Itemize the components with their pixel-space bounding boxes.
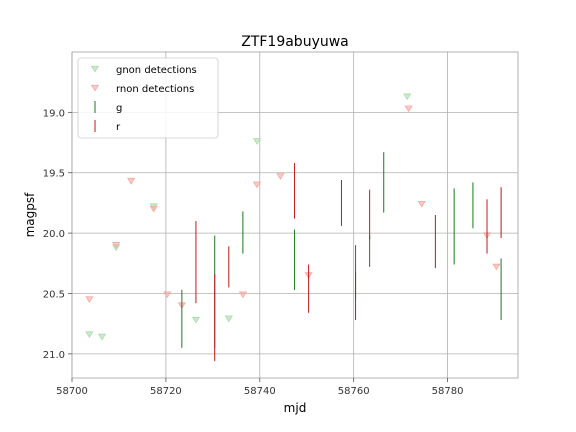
legend-label: rnon detections bbox=[116, 84, 194, 95]
legend-label: gnon detections bbox=[116, 65, 197, 76]
rnon-nondetection-marker bbox=[417, 200, 426, 208]
legend-label: r bbox=[116, 122, 121, 133]
x-axis-label: mjd bbox=[284, 401, 307, 415]
y-tick-label: 19.0 bbox=[43, 108, 65, 119]
legend-rnon-marker bbox=[90, 84, 100, 92]
rnon-nondetection-marker bbox=[492, 263, 501, 271]
rnon-nondetection-marker bbox=[127, 178, 136, 185]
y-axis-label: magpsf bbox=[23, 192, 37, 238]
y-tick-label: 19.5 bbox=[43, 169, 65, 180]
axis-ticks: 58700 58720 58740 58760 58780 19.0 19.5 20.0 20.… bbox=[43, 108, 464, 397]
x-tick-label: 58740 bbox=[244, 386, 276, 397]
rnon-nondetection-marker bbox=[163, 291, 172, 299]
gnon-nondetection-marker bbox=[97, 333, 107, 341]
y-tick-label: 21.0 bbox=[43, 350, 65, 361]
x-tick-label: 58720 bbox=[150, 386, 182, 397]
rnon-nondetection-marker bbox=[85, 296, 94, 304]
legend: gnon detections rnon detections gr bbox=[77, 57, 219, 139]
gnon-nondetection-marker bbox=[224, 315, 233, 323]
rnon-nondetection-marker bbox=[404, 105, 413, 113]
data-marks bbox=[85, 93, 502, 362]
rnon-nondetection-marker bbox=[112, 242, 121, 249]
legend-box bbox=[77, 57, 219, 139]
y-tick-label: 20.0 bbox=[43, 229, 65, 240]
legend-gnon-marker bbox=[90, 65, 100, 73]
x-tick-label: 58780 bbox=[432, 386, 464, 397]
chart-title: ZTF19abuyuwa bbox=[241, 34, 349, 50]
legend-label: g bbox=[116, 103, 122, 114]
y-tick-label: 20.5 bbox=[43, 289, 65, 300]
plot-frame bbox=[71, 51, 519, 379]
rnon-nondetection-marker bbox=[252, 181, 262, 189]
gnon-nondetection-marker bbox=[252, 138, 262, 145]
rnon-nondetection-marker bbox=[238, 291, 248, 299]
gnon-nondetection-marker bbox=[191, 316, 201, 324]
x-tick-label: 58700 bbox=[56, 386, 88, 397]
gnon-nondetection-marker bbox=[85, 331, 94, 339]
x-tick-label: 58760 bbox=[338, 386, 370, 397]
gnon-nondetection-marker bbox=[403, 93, 412, 101]
rnon-nondetection-marker bbox=[149, 205, 158, 213]
rnon-nondetection-marker bbox=[276, 173, 285, 180]
